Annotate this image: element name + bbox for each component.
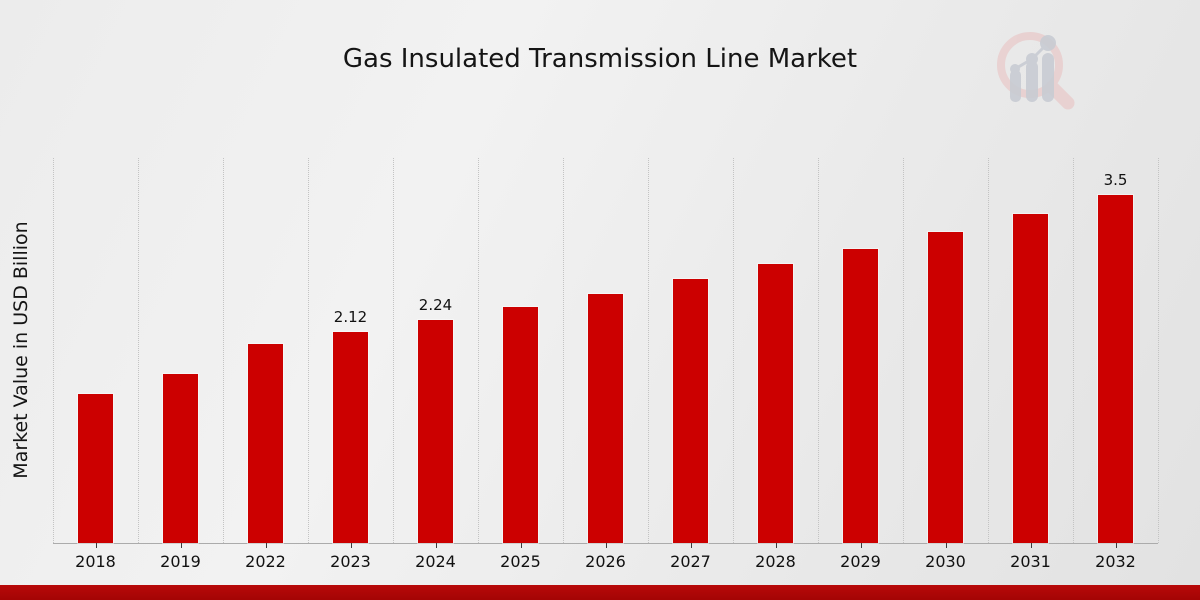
bar-2031: [1013, 214, 1048, 543]
vertical-gridline: [478, 158, 479, 543]
x-axis-tick: [1030, 543, 1032, 548]
x-tick-label-2026: 2026: [585, 552, 626, 571]
x-tick-label-2031: 2031: [1010, 552, 1051, 571]
vertical-gridline: [1158, 158, 1159, 543]
x-tick-label-2019: 2019: [160, 552, 201, 571]
vertical-gridline: [223, 158, 224, 543]
x-axis-tick: [520, 543, 522, 548]
vertical-gridline: [563, 158, 564, 543]
vertical-gridline: [1073, 158, 1074, 543]
bar-2028: [758, 264, 793, 543]
x-tick-label-2022: 2022: [245, 552, 286, 571]
bar-2030: [928, 232, 963, 543]
x-axis-tick: [435, 543, 437, 548]
x-tick-label-2018: 2018: [75, 552, 116, 571]
vertical-gridline: [903, 158, 904, 543]
x-axis-tick: [690, 543, 692, 548]
bar-2026: [588, 294, 623, 543]
bar-value-label-2032: 3.5: [1103, 171, 1128, 189]
x-axis-tick: [860, 543, 862, 548]
vertical-gridline: [393, 158, 394, 543]
y-axis-label: Market Value in USD Billion: [10, 221, 32, 479]
x-axis-tick: [265, 543, 267, 548]
vertical-gridline: [138, 158, 139, 543]
x-tick-label-2028: 2028: [755, 552, 796, 571]
chart-title: Gas Insulated Transmission Line Market: [342, 44, 858, 74]
bar-chart-plot-area: 2018 2019 2022 2.12 2023 2.24 2024 2025 2026 2027…: [53, 158, 1159, 571]
bar-2032: [1098, 195, 1133, 543]
x-tick-label-2029: 2029: [840, 552, 881, 571]
x-tick-label-2025: 2025: [500, 552, 541, 571]
logo-trend-bars: [1010, 35, 1056, 102]
vertical-gridline: [733, 158, 734, 543]
bar-value-label-2023: 2.12: [333, 308, 368, 326]
vertical-gridline: [308, 158, 309, 543]
bar-2029: [843, 249, 878, 543]
bar-2018: [78, 394, 113, 543]
bar-value-label-2024: 2.24: [418, 296, 453, 314]
vertical-gridline: [53, 158, 54, 543]
bar-2022: [248, 344, 283, 543]
x-tick-label-2027: 2027: [670, 552, 711, 571]
x-axis-tick: [1115, 543, 1117, 548]
x-axis-tick: [945, 543, 947, 548]
bar-2027: [673, 279, 708, 543]
vertical-gridline: [818, 158, 819, 543]
bar-2024: [418, 320, 453, 543]
x-axis-tick: [180, 543, 182, 548]
vertical-gridline: [988, 158, 989, 543]
x-axis-tick: [605, 543, 607, 548]
x-tick-label-2030: 2030: [925, 552, 966, 571]
vertical-gridline: [648, 158, 649, 543]
x-tick-label-2023: 2023: [330, 552, 371, 571]
footer-accent-bar: [0, 585, 1200, 600]
bar-2019: [163, 374, 198, 543]
x-axis-tick: [775, 543, 777, 548]
x-axis-tick: [350, 543, 352, 548]
bar-2023: [333, 332, 368, 543]
x-tick-label-2032: 2032: [1095, 552, 1136, 571]
x-tick-label-2024: 2024: [415, 552, 456, 571]
x-axis-tick: [95, 543, 97, 548]
magnifier-bar-chart-logo: [997, 32, 1075, 110]
bar-2025: [503, 307, 538, 543]
